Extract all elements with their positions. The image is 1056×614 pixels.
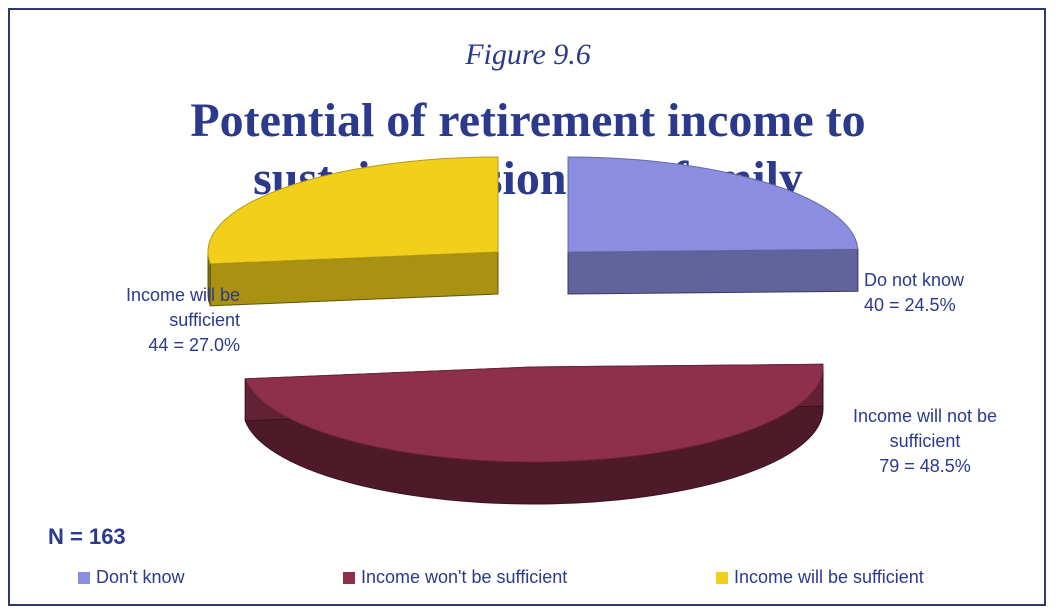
- slice-label-sufficient-line-3: 44 = 27.0%: [40, 333, 240, 358]
- legend-swatch-sufficient: [716, 572, 728, 584]
- slice-label-not-sufficient-line-3: 79 = 48.5%: [820, 454, 1030, 479]
- sample-size-label: N = 163: [48, 524, 126, 550]
- slice-label-not-sufficient-line-1: Income will not be: [820, 404, 1030, 429]
- legend-item-sufficient: Income will be sufficient: [716, 567, 924, 588]
- legend-label-dont-know: Don't know: [96, 567, 184, 588]
- slice-label-dont-know-line-2: 40 = 24.5%: [864, 293, 964, 318]
- slice-label-sufficient-line-2: sufficient: [40, 308, 240, 333]
- legend-item-dont-know: Don't know: [78, 567, 184, 588]
- slice-label-sufficient-line-1: Income will be: [40, 283, 240, 308]
- slice-label-not-sufficient: Income will not be sufficient 79 = 48.5%: [820, 404, 1030, 479]
- slice-label-sufficient: Income will be sufficient 44 = 27.0%: [40, 283, 240, 358]
- legend-swatch-not-sufficient: [343, 572, 355, 584]
- slice-label-not-sufficient-line-2: sufficient: [820, 429, 1030, 454]
- slice-label-dont-know: Do not know 40 = 24.5%: [864, 268, 964, 318]
- pie-slice-dont-know: [568, 157, 858, 252]
- pie-slice-sufficient: [208, 157, 498, 264]
- legend-label-sufficient: Income will be sufficient: [734, 567, 924, 588]
- legend-item-not-sufficient: Income won't be sufficient: [343, 567, 567, 588]
- slice-label-dont-know-line-1: Do not know: [864, 268, 964, 293]
- legend-swatch-dont-know: [78, 572, 90, 584]
- legend-label-not-sufficient: Income won't be sufficient: [361, 567, 567, 588]
- pie-tops: [208, 157, 858, 462]
- pie-cut-face-dont-know-1: [568, 249, 858, 294]
